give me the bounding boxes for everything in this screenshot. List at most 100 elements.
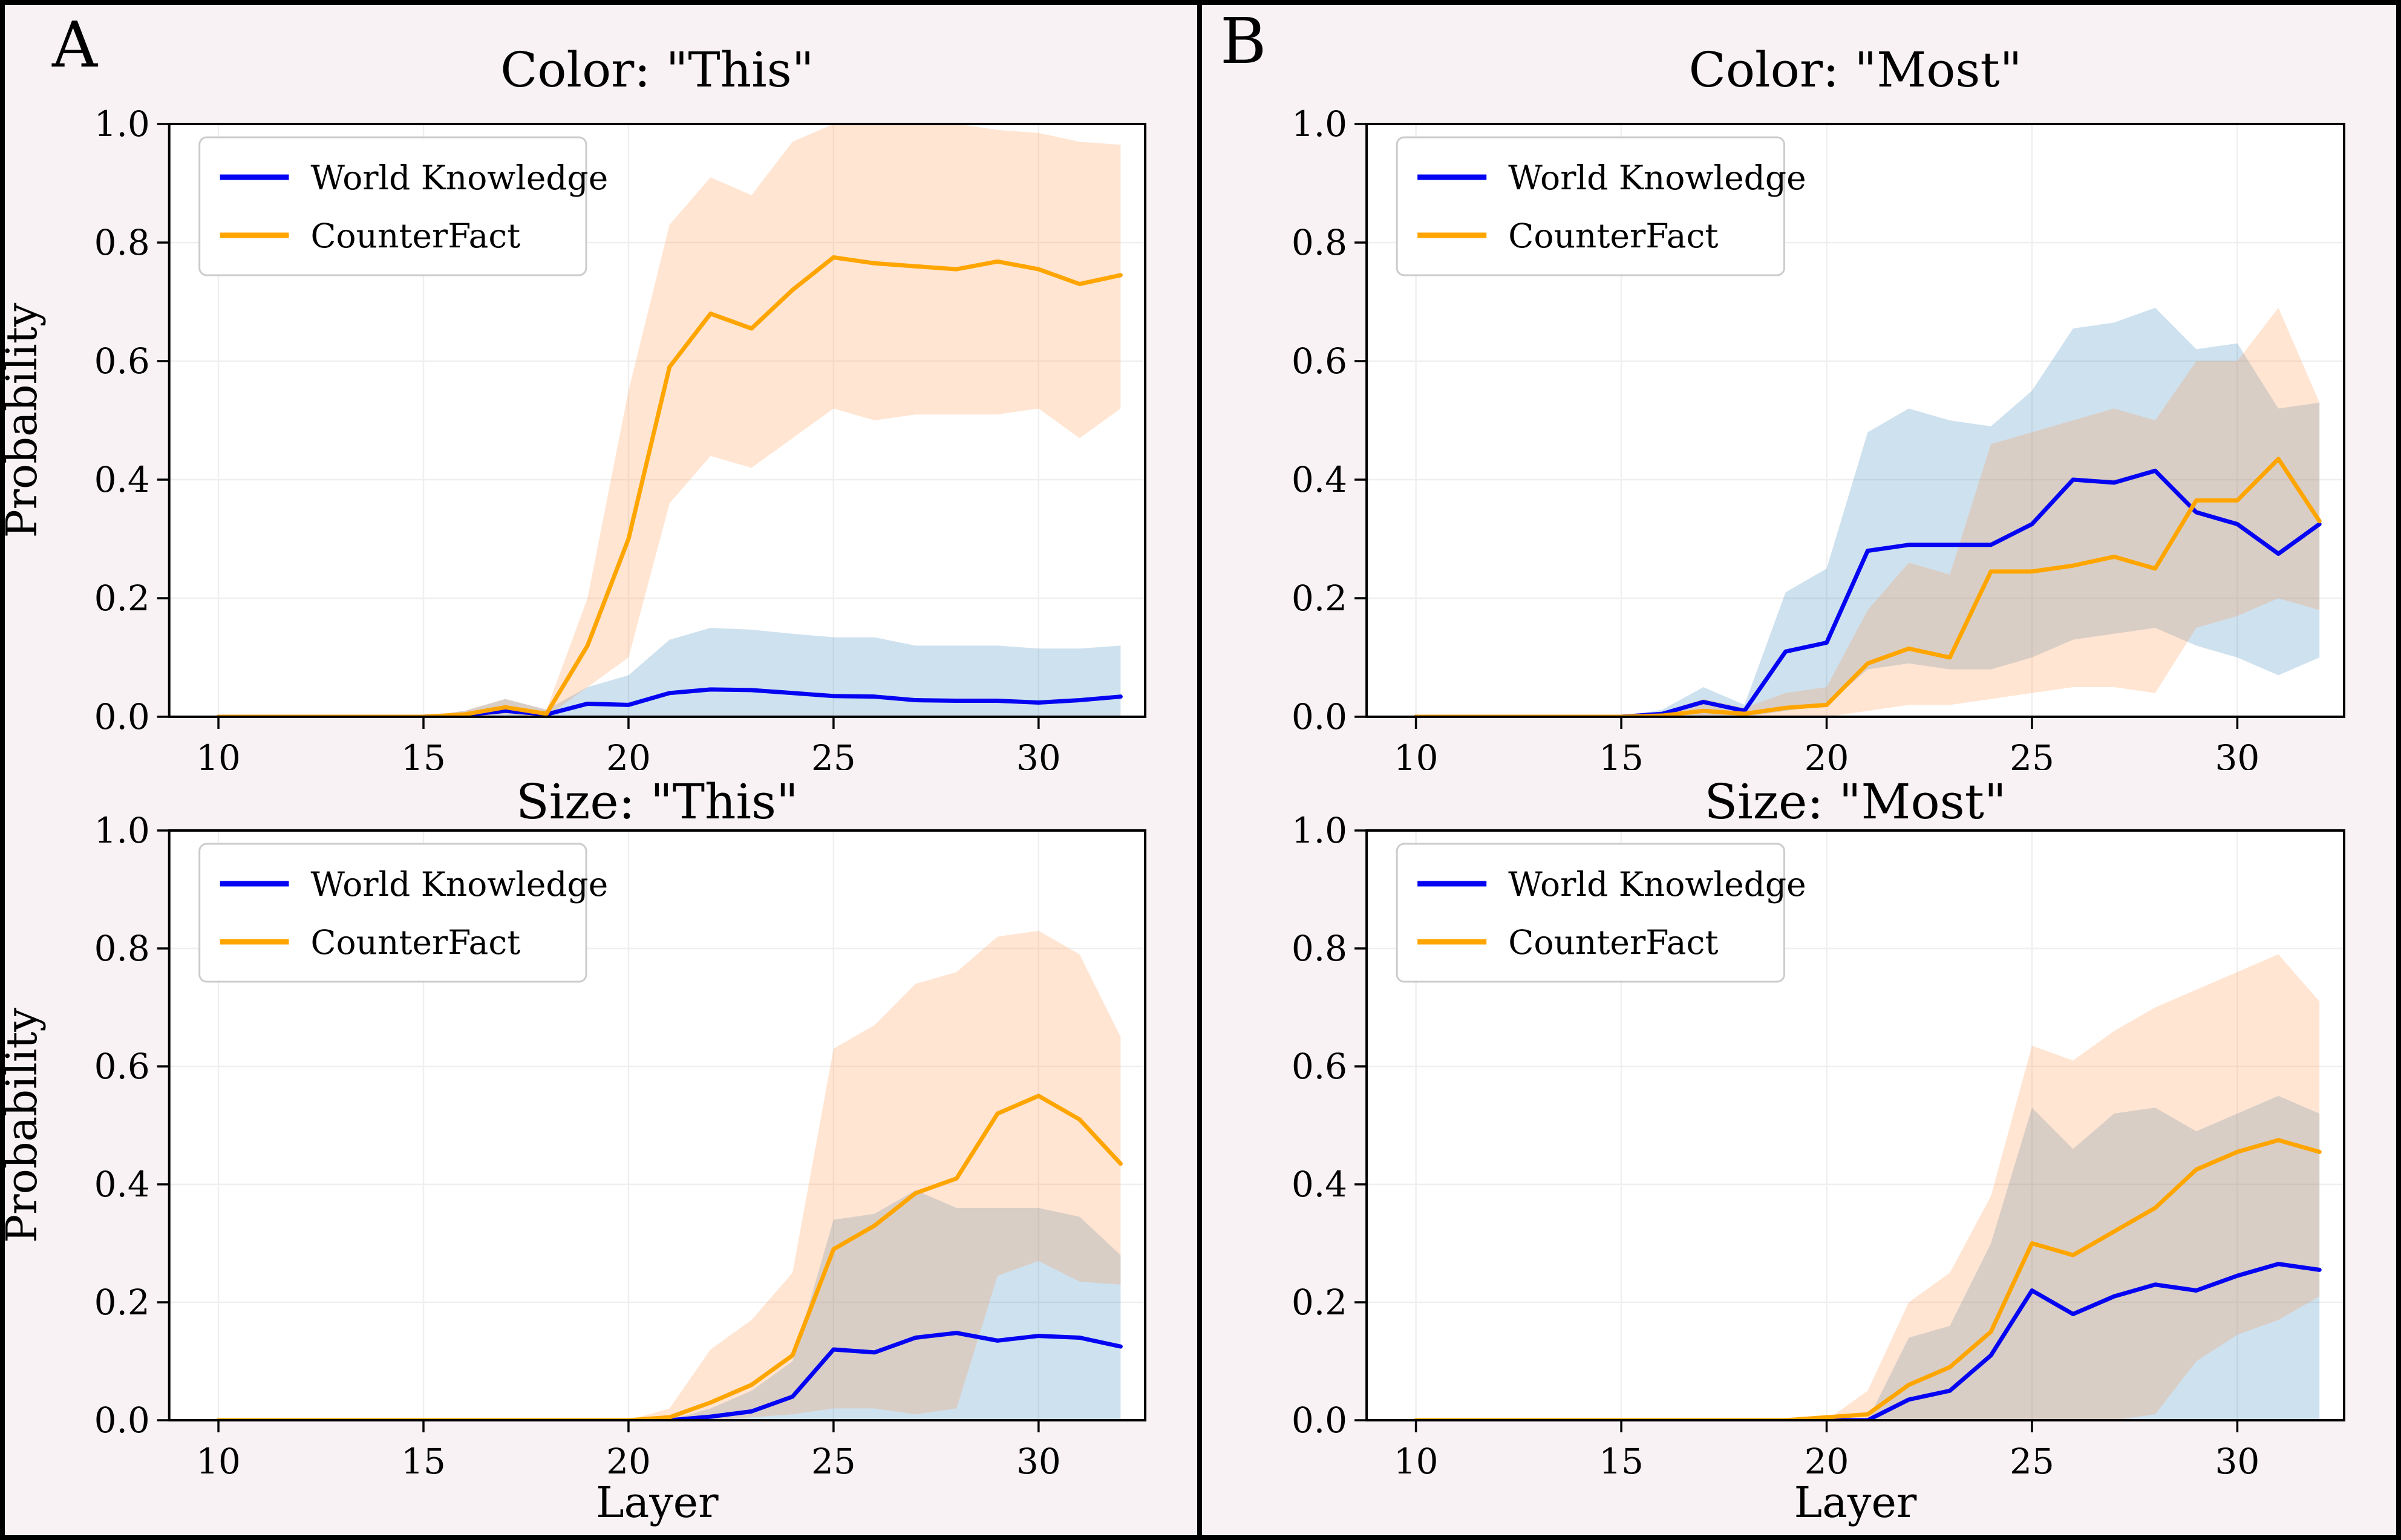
axes-spines xyxy=(168,123,1147,718)
legend-entry-label: World Knowledge xyxy=(310,158,608,197)
counterfact-band xyxy=(218,124,1121,717)
axis-ticks: 10 15 20 25 30 0.0 0.2 0.4 0.6 0.8 1.0 xyxy=(94,810,1061,1482)
y-tick-label: 0.6 xyxy=(94,1046,150,1087)
axis-ticks: 10 15 20 25 30 0.0 0.2 0.4 0.6 0.8 1.0 xyxy=(94,103,1061,770)
y-tick-label: 0.6 xyxy=(94,341,150,382)
counterfact-band xyxy=(1416,307,2320,717)
axes-spines xyxy=(168,829,1147,1421)
legend-entry-label: World Knowledge xyxy=(1508,865,1806,904)
legend-entry-label: CounterFact xyxy=(1508,923,1718,962)
chart-color-most-title: Color: "Most" xyxy=(1689,42,2022,98)
x-axis-label: Layer xyxy=(1794,1478,1917,1527)
y-tick-label: 1.0 xyxy=(94,810,150,851)
axis-ticks: 10 15 20 25 30 0.0 0.2 0.4 0.6 0.8 1.0 xyxy=(1292,103,2260,770)
legend-entry-label: CounterFact xyxy=(310,923,520,962)
chart-size-most-title: Size: "Most" xyxy=(1704,774,2006,830)
chart-size-most: 10 15 20 25 30 0.0 0.2 0.4 0.6 0.8 1.0 Size: "Most"… xyxy=(1202,770,2396,1535)
y-tick-label: 0.6 xyxy=(1292,341,1347,382)
y-tick-label: 0.4 xyxy=(94,459,150,500)
y-axis-label: Probability xyxy=(5,302,47,538)
chart-color-most-svg: 10 15 20 25 30 0.0 0.2 0.4 0.6 0.8 1.0 Color: "Most… xyxy=(1292,42,2345,770)
legend-box xyxy=(198,136,587,276)
chart-color-this: 10 15 20 25 30 0.0 0.2 0.4 0.6 0.8 1.0 Color: "This… xyxy=(5,5,1197,770)
x-tick-label: 20 xyxy=(606,1441,651,1482)
y-axis-label: Probability xyxy=(5,1008,47,1243)
world-knowledge-line xyxy=(1414,1262,2322,1420)
panel-b: B 10 15 20 25 30 0.0 0.2 0.4 0.6 0.8 1.0 Color: "Mo… xyxy=(1202,5,2396,1535)
y-tick-label: 0.4 xyxy=(94,1164,150,1205)
panel-a-label: A xyxy=(52,8,98,82)
counterfact-line xyxy=(1414,457,2322,717)
x-tick-label: 10 xyxy=(196,1441,241,1482)
legend: World Knowledge CounterFact xyxy=(198,136,608,276)
axes-spines xyxy=(1365,829,2345,1421)
world-knowledge-band xyxy=(1416,307,2320,717)
y-tick-label: 0.2 xyxy=(1292,578,1347,619)
y-tick-label: 0.2 xyxy=(94,578,150,619)
world-knowledge-band xyxy=(218,1190,1121,1420)
x-tick-label: 30 xyxy=(2215,1441,2260,1482)
x-tick-label: 30 xyxy=(1016,1441,1061,1482)
legend-entry-label: World Knowledge xyxy=(1508,158,1806,197)
chart-color-most: 10 15 20 25 30 0.0 0.2 0.4 0.6 0.8 1.0 Color: "Most… xyxy=(1202,5,2396,770)
legend: World Knowledge CounterFact xyxy=(198,843,608,983)
y-tick-label: 0.0 xyxy=(94,696,150,737)
y-tick-label: 0.6 xyxy=(1292,1046,1347,1087)
x-tick-label: 15 xyxy=(1599,1441,1644,1482)
x-tick-label: 25 xyxy=(2010,737,2054,770)
counterfact-band xyxy=(218,930,1121,1420)
chart-size-this-svg: 10 15 20 25 30 0.0 0.2 0.4 0.6 0.8 1.0 Size: "This"… xyxy=(5,774,1147,1527)
x-tick-label: 30 xyxy=(2215,737,2260,770)
x-tick-label: 10 xyxy=(1394,1441,1439,1482)
y-tick-label: 0.2 xyxy=(94,1282,150,1323)
legend-entry-label: CounterFact xyxy=(310,217,520,255)
y-tick-label: 0.4 xyxy=(1292,1164,1347,1205)
chart-size-most-svg: 10 15 20 25 30 0.0 0.2 0.4 0.6 0.8 1.0 Size: "Most"… xyxy=(1292,774,2345,1527)
x-tick-label: 25 xyxy=(811,737,856,770)
y-tick-label: 0.8 xyxy=(94,222,150,263)
x-tick-label: 10 xyxy=(196,737,241,770)
y-tick-label: 1.0 xyxy=(1292,103,1347,145)
world-knowledge-band xyxy=(218,628,1121,717)
legend-box xyxy=(198,843,587,983)
y-tick-label: 0.8 xyxy=(94,928,150,969)
panel-divider xyxy=(1197,0,1202,1540)
legend: World Knowledge CounterFact xyxy=(1396,843,1806,983)
counterfact-line xyxy=(216,255,1123,717)
world-knowledge-line xyxy=(216,1331,1123,1420)
y-tick-label: 0.8 xyxy=(1292,222,1347,263)
y-tick-label: 0.8 xyxy=(1292,928,1347,969)
world-knowledge-band xyxy=(1416,1095,2320,1420)
legend: World Knowledge CounterFact xyxy=(1396,136,1806,276)
legend-entry-label: World Knowledge xyxy=(310,865,608,904)
x-tick-label: 15 xyxy=(401,737,446,770)
y-tick-label: 1.0 xyxy=(94,103,150,145)
x-tick-label: 25 xyxy=(811,1441,856,1482)
y-tick-label: 0.0 xyxy=(1292,1400,1347,1441)
panel-b-label: B xyxy=(1220,4,1267,78)
x-tick-label: 10 xyxy=(1394,737,1439,770)
x-tick-label: 20 xyxy=(1805,737,1849,770)
legend-box xyxy=(1396,136,1785,276)
x-tick-label: 20 xyxy=(606,737,651,770)
axis-ticks: 10 15 20 25 30 0.0 0.2 0.4 0.6 0.8 1.0 xyxy=(1292,810,2260,1482)
x-tick-label: 15 xyxy=(1599,737,1644,770)
world-knowledge-line xyxy=(216,687,1123,717)
y-tick-label: 0.4 xyxy=(1292,459,1347,500)
x-tick-label: 30 xyxy=(1016,737,1061,770)
chart-size-this: 10 15 20 25 30 0.0 0.2 0.4 0.6 0.8 1.0 Size: "This"… xyxy=(5,770,1197,1535)
counterfact-line xyxy=(216,1094,1123,1420)
world-knowledge-line xyxy=(1414,468,2322,717)
legend-entry-label: CounterFact xyxy=(1508,217,1718,255)
chart-color-this-title: Color: "This" xyxy=(500,42,814,98)
counterfact-line xyxy=(1414,1138,2322,1420)
y-tick-label: 0.0 xyxy=(94,1400,150,1441)
chart-color-this-svg: 10 15 20 25 30 0.0 0.2 0.4 0.6 0.8 1.0 Color: "This… xyxy=(5,42,1147,770)
legend-box xyxy=(1396,843,1785,983)
axes-spines xyxy=(1365,123,2345,718)
x-tick-label: 25 xyxy=(2010,1441,2054,1482)
x-tick-label: 15 xyxy=(401,1441,446,1482)
y-tick-label: 0.2 xyxy=(1292,1282,1347,1323)
panel-a: A 10 15 20 25 30 0.0 0.2 0.4 0.6 0.8 1.0 Color: "Th… xyxy=(5,5,1197,1535)
